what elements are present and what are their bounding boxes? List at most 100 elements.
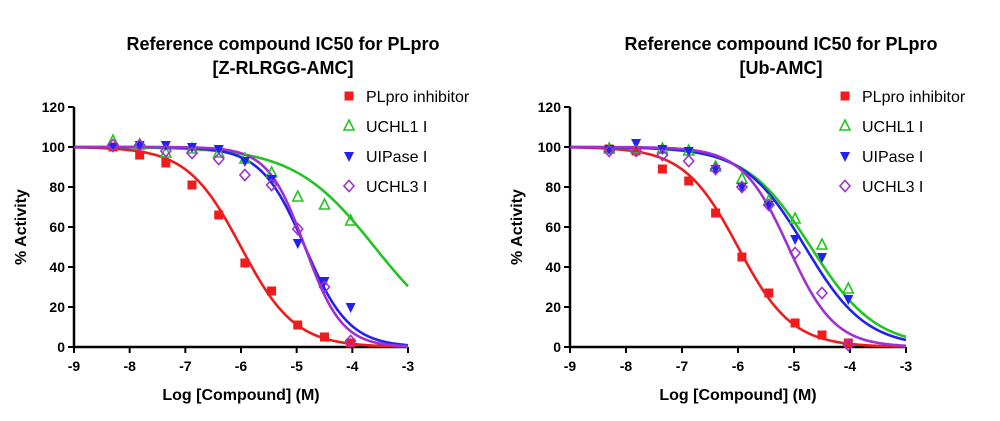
data-point-plpro-inhibitor: [790, 318, 800, 328]
x-tick-label: -3: [402, 358, 415, 374]
legend-label-uipase-i: UIPase I: [862, 149, 923, 166]
legend-label-uchl1-i: UCHL1 I: [862, 119, 923, 136]
legend-label-uipase-i: UIPase I: [366, 149, 427, 166]
legend-marker-plpro-inhibitor: [344, 91, 354, 101]
data-point-uchl1-i: [291, 189, 305, 202]
x-tick-label: -7: [179, 358, 192, 374]
data-point-uchl3-i: [629, 144, 643, 158]
y-axis-label: % Activity: [13, 189, 30, 265]
legend-marker-uchl1-i: [342, 118, 356, 131]
data-point-uchl3-i: [291, 222, 304, 236]
chart-title-line-2: [Ub-AMC]: [740, 58, 823, 78]
data-point-plpro-inhibitor: [764, 288, 774, 298]
x-tick-label: -6: [732, 358, 745, 374]
y-tick-label: 100: [538, 139, 562, 155]
data-point-plpro-inhibitor: [240, 258, 250, 268]
x-tick-label: -9: [564, 358, 577, 374]
data-point-uipase-i: [107, 143, 118, 153]
data-point-plpro-inhibitor: [320, 332, 329, 342]
chart-title-line-1: Reference compound IC50 for PLpro: [126, 34, 439, 54]
data-point-plpro-inhibitor: [817, 330, 827, 340]
y-tick-label: 0: [57, 339, 65, 355]
y-tick-label: 60: [545, 219, 561, 235]
x-tick-label: -9: [68, 358, 81, 374]
data-point-uchl1-i: [212, 145, 226, 158]
data-point-uipase-i: [843, 295, 854, 305]
data-point-uchl3-i: [318, 280, 331, 294]
data-point-uipase-i: [790, 235, 801, 245]
data-point-plpro-inhibitor: [161, 158, 171, 168]
y-axis-label: % Activity: [509, 189, 526, 265]
y-tick-label: 20: [545, 299, 561, 315]
fit-curve-uchl3-i: [570, 145, 907, 348]
x-tick-label: -4: [346, 358, 359, 374]
data-point-uipase-i: [631, 139, 642, 149]
legend-marker-uipase-i: [344, 152, 354, 162]
data-point-uchl3-i: [106, 138, 120, 152]
data-point-uchl3-i: [762, 198, 775, 212]
data-point-uipase-i: [710, 165, 721, 175]
data-point-uipase-i: [213, 145, 224, 155]
data-point-uchl3-i: [815, 286, 829, 300]
chart-title-line-1: Reference compound IC50 for PLpro: [624, 34, 937, 54]
y-tick-label: 60: [49, 219, 65, 235]
fit-curve-uipase-i: [570, 145, 907, 342]
y-tick-label: 100: [42, 139, 66, 155]
x-axis-label: Log [Compound] (M): [659, 387, 816, 404]
data-point-uipase-i: [345, 303, 356, 313]
data-point-uchl3-i: [656, 148, 669, 162]
y-tick-label: 40: [545, 259, 561, 275]
data-point-uipase-i: [239, 157, 250, 167]
y-tick-label: 40: [49, 259, 65, 275]
data-point-uchl3-i: [735, 180, 749, 194]
data-point-plpro-inhibitor: [737, 252, 747, 262]
legend-label-plpro-inhibitor: PLpro inhibitor: [366, 89, 470, 106]
chart-panel-2: Reference compound IC50 for PLpro [Ub-AMC…: [509, 34, 966, 404]
data-point-uipase-i: [736, 183, 747, 193]
data-point-uchl3-i: [212, 152, 225, 166]
x-tick-label: -7: [676, 358, 689, 374]
x-tick-label: -8: [620, 358, 633, 374]
data-point-uchl3-i: [159, 144, 172, 158]
y-tick-label: 80: [545, 179, 561, 195]
data-point-uchl3-i: [133, 138, 146, 152]
x-tick-label: -5: [788, 358, 801, 374]
chart-title-line-2: [Z-RLRGG-AMC]: [213, 58, 354, 78]
data-point-uchl3-i: [842, 338, 855, 352]
data-point-plpro-inhibitor: [293, 320, 303, 330]
data-point-uchl1-i: [318, 197, 331, 210]
data-point-plpro-inhibitor: [684, 176, 694, 186]
data-point-uchl3-i: [238, 168, 251, 182]
data-point-plpro-inhibitor: [657, 164, 667, 174]
chart-panel-1: Reference compound IC50 for PLpro [Z-RLRG…: [13, 34, 470, 404]
data-point-uchl3-i: [265, 178, 278, 192]
data-point-uchl1-i: [842, 281, 855, 294]
y-tick-label: 0: [553, 339, 561, 355]
y-tick-label: 20: [49, 299, 65, 315]
data-point-uipase-i: [134, 141, 145, 151]
data-point-plpro-inhibitor: [214, 210, 224, 220]
legend-marker-plpro-inhibitor: [840, 91, 850, 101]
data-point-uchl1-i: [815, 237, 829, 250]
data-point-uchl1-i: [344, 213, 357, 226]
data-point-uchl3-i: [682, 154, 695, 168]
legend-marker-uchl3-i: [838, 179, 852, 193]
data-point-uipase-i: [817, 253, 827, 263]
data-point-uipase-i: [763, 201, 774, 211]
x-axis-label: Log [Compound] (M): [162, 387, 319, 404]
y-tick-label: 120: [42, 99, 66, 115]
data-point-plpro-inhibitor: [631, 146, 641, 156]
legend-marker-uchl1-i: [838, 118, 852, 131]
x-tick-label: -6: [235, 358, 248, 374]
data-point-plpro-inhibitor: [843, 338, 853, 348]
legend-label-uchl3-i: UCHL3 I: [862, 179, 923, 196]
data-point-uchl3-i: [789, 246, 802, 260]
fit-curve-uchl1-i: [569, 145, 907, 339]
fit-curve-uchl3-i: [74, 145, 409, 348]
data-point-plpro-inhibitor: [187, 180, 197, 190]
data-point-plpro-inhibitor: [267, 286, 277, 296]
legend-label-plpro-inhibitor: PLpro inhibitor: [862, 89, 966, 106]
y-tick-label: 120: [538, 99, 562, 115]
